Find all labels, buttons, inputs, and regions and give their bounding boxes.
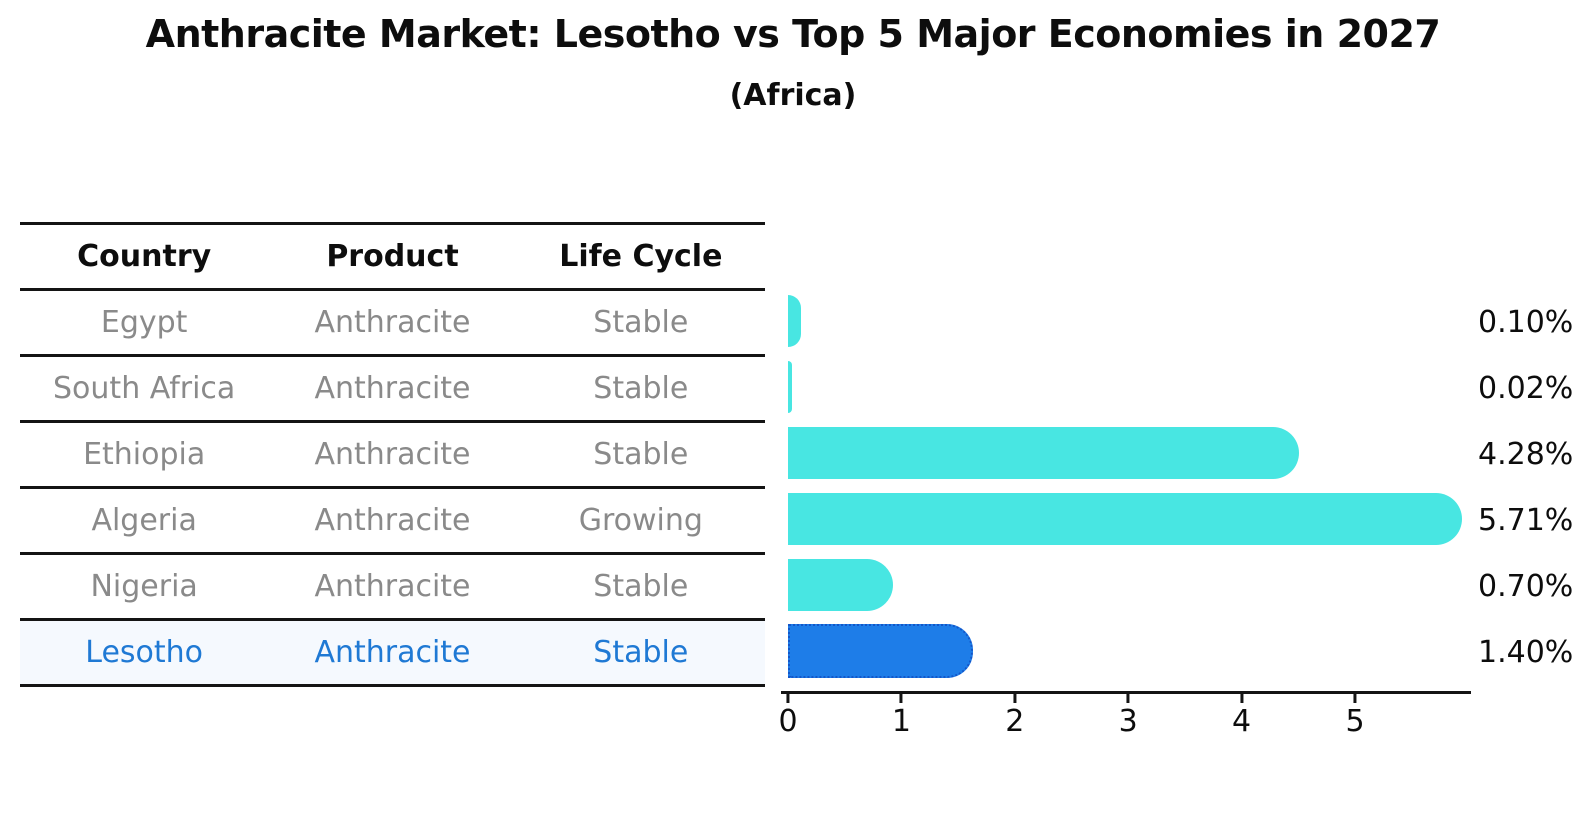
x-axis-line [781,691,1471,694]
chart-title: Anthracite Market: Lesotho vs Top 5 Majo… [145,12,1441,56]
table-row-south-africa: South Africa Anthracite Stable [20,357,765,423]
life-cycle-cell: Stable [593,437,689,472]
column-header-product: Product [326,239,459,274]
value-label: 1.40% [1478,634,1574,670]
tick-label: 1 [891,704,911,739]
value-label: 0.02% [1478,370,1574,406]
country-cell: Egypt [100,305,188,340]
bar-algeria [788,493,1462,545]
table-header-row: Country Product Life Cycle [20,225,765,291]
tick-label: 2 [1005,704,1025,739]
tick-mark [1240,694,1244,703]
tick-mark [786,694,790,703]
table-row-ethiopia: Ethiopia Anthracite Stable [20,423,765,489]
x-tick: 0 [778,694,798,739]
life-cycle-cell: Stable [593,569,689,604]
bar-ethiopia [788,427,1300,479]
country-table: Country Product Life Cycle Egypt Anthrac… [20,222,765,687]
product-cell: Anthracite [314,305,471,340]
tick-label: 4 [1232,704,1252,739]
tick-label: 0 [778,704,798,739]
product-cell: Anthracite [314,635,471,670]
value-label: 4.28% [1478,436,1574,472]
x-tick: 3 [1119,694,1138,739]
tick-mark [899,694,903,703]
value-label: 0.70% [1478,568,1574,604]
tick-mark [1353,694,1357,703]
bar-nigeria [788,559,894,611]
x-tick: 4 [1232,694,1251,739]
bar-row-algeria: 5.71% [788,486,1586,552]
country-cell: Algeria [91,503,197,538]
bar-egypt [788,295,802,347]
x-tick: 2 [1005,694,1024,739]
bar-plot-area: 0.10% 0.02% 4.28% 5.71% 0.70% 1.40% [788,288,1586,684]
x-tick: 1 [892,694,911,739]
life-cycle-cell: Stable [593,371,689,406]
x-axis-ticks: 0 1 2 3 4 5 [778,694,1470,746]
table-row-egypt: Egypt Anthracite Stable [20,291,765,357]
product-cell: Anthracite [314,503,471,538]
x-tick: 5 [1345,694,1365,739]
tick-mark [1126,694,1130,703]
country-cell: Lesotho [85,635,204,670]
table-row-nigeria: Nigeria Anthracite Stable [20,555,765,621]
country-cell: Nigeria [90,569,198,604]
table-row-algeria: Algeria Anthracite Growing [20,489,765,555]
product-cell: Anthracite [314,437,471,472]
country-cell: South Africa [53,371,236,406]
product-cell: Anthracite [314,569,471,604]
life-cycle-cell: Stable [593,305,689,340]
country-cell: Ethiopia [83,437,206,472]
bar-row-ethiopia: 4.28% [788,420,1586,486]
column-header-country: Country [77,239,212,274]
value-label: 5.71% [1478,502,1574,538]
bar-row-egypt: 0.10% [788,288,1586,354]
bar-south-africa [788,361,793,413]
bar-row-lesotho: 1.40% [788,618,1586,684]
bar-lesotho [788,624,973,678]
life-cycle-cell: Stable [593,635,689,670]
product-cell: Anthracite [314,371,471,406]
table-row-lesotho: Lesotho Anthracite Stable [20,621,765,687]
tick-label: 5 [1345,704,1365,739]
tick-label: 3 [1118,704,1138,739]
life-cycle-cell: Growing [578,503,703,538]
bar-row-nigeria: 0.70% [788,552,1586,618]
tick-mark [1013,694,1017,703]
value-label: 0.10% [1478,304,1574,340]
chart-subtitle: (Africa) [729,78,857,113]
bar-row-south-africa: 0.02% [788,354,1586,420]
column-header-life-cycle: Life Cycle [559,239,723,274]
